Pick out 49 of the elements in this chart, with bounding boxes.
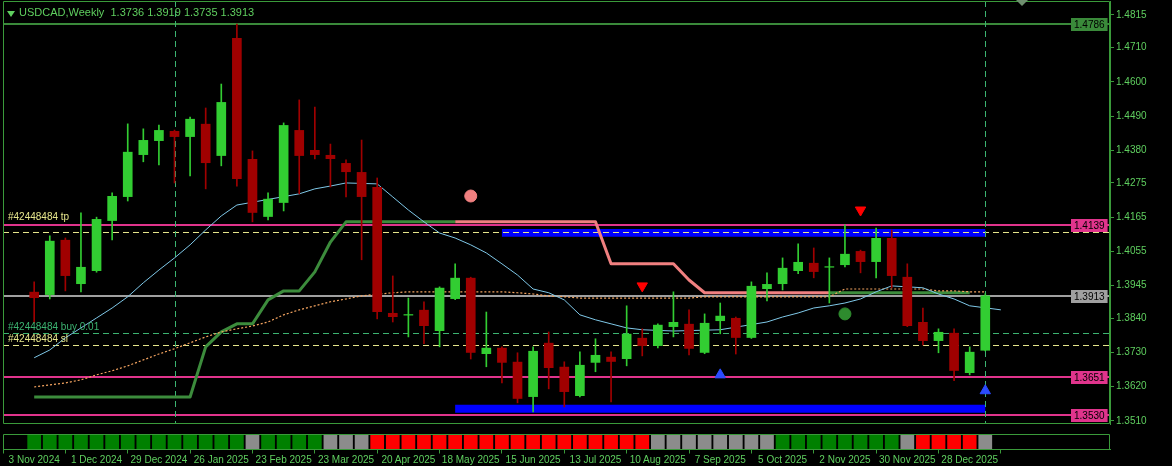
point [636, 282, 648, 293]
x-tick-label: 15 Jun 2025 [505, 454, 562, 466]
x-tick-label: 7 Sep 2025 [694, 454, 747, 466]
y-tick-label: 1.4710 [1116, 41, 1148, 53]
x-tick-label: 28 Dec 2025 [941, 454, 999, 466]
candlestick [310, 106, 320, 160]
chart-title: USDCAD,Weekly 1.3736 1.3919 1.3735 1.3913 [19, 6, 255, 18]
y-tick-label: 1.4165 [1116, 210, 1148, 222]
x-tick-label: 18 May 2025 [441, 454, 501, 466]
candlestick [29, 281, 40, 324]
candlestick [606, 351, 616, 403]
x-tick-label: 26 Jan 2025 [193, 454, 250, 466]
point [979, 384, 991, 395]
x-tick-label: 20 Apr 2025 [381, 454, 436, 466]
y-tick-label: 1.3945 [1116, 279, 1148, 291]
y-tick-label: 1.3840 [1116, 312, 1148, 323]
ref-line-label: 1.3651 [1074, 371, 1106, 383]
ref-line-label: 1.4139 [1074, 219, 1106, 231]
candlestick [76, 212, 86, 293]
ref-line-label: 1.3913 [1074, 290, 1106, 302]
point [854, 206, 867, 217]
point [714, 368, 726, 379]
x-tick-label: 2 Nov 2025 [819, 454, 871, 466]
x-tick-label: 13 Jul 2025 [569, 454, 622, 466]
y-tick-label: 1.4490 [1116, 109, 1148, 121]
candlestick [762, 272, 772, 302]
x-tick-label: 1 Dec 2024 [70, 454, 123, 466]
y-tick-label: 1.4815 [1116, 8, 1148, 20]
ref-line-label: 1.4786 [1074, 18, 1106, 30]
y-tick-label: 1.3730 [1116, 346, 1148, 358]
ref-line-label: #42448484 tp [8, 210, 70, 222]
y-tick-label: 1.4600 [1116, 75, 1148, 87]
candlestick [387, 275, 398, 323]
x-tick-label: 3 Nov 2024 [8, 454, 61, 466]
point [464, 189, 478, 203]
x-tick-label: 23 Mar 2025 [317, 454, 375, 466]
y-tick-label: 1.3510 [1116, 414, 1148, 426]
y-tick-label: 1.3620 [1116, 380, 1148, 392]
y-tick-label: 1.4380 [1116, 144, 1148, 156]
candlestick [715, 302, 726, 335]
x-tick-label: 23 Feb 2025 [255, 454, 313, 466]
y-tick-label: 1.4275 [1116, 176, 1148, 188]
x-tick-label: 30 Nov 2025 [878, 454, 937, 466]
x-tick-label: 5 Oct 2025 [758, 454, 808, 466]
point [838, 307, 852, 321]
x-tick-label: 10 Aug 2025 [629, 454, 687, 466]
y-tick-label: 1.4055 [1116, 245, 1148, 257]
x-tick-label: 29 Dec 2024 [130, 454, 188, 466]
ref-line-label: 1.3530 [1074, 409, 1106, 421]
